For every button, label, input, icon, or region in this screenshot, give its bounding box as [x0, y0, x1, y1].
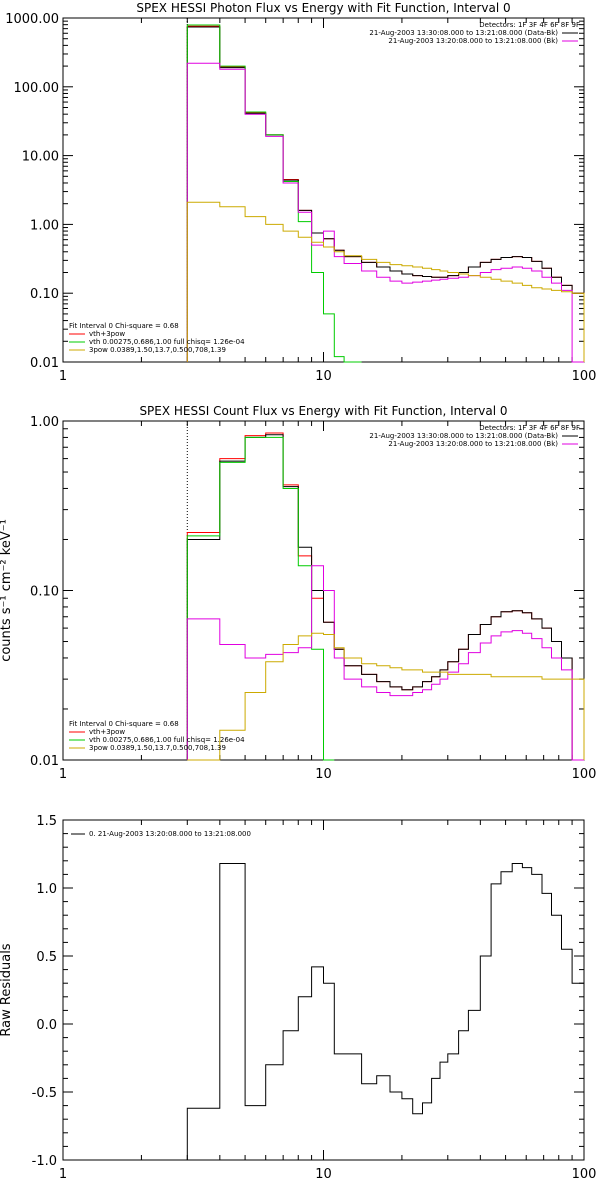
x-tick-label: 1: [59, 369, 67, 384]
y-tick-label: 0.01: [30, 754, 59, 769]
photon-flux-panel: SPEX HESSI Photon Flux vs Energy with Fi…: [5, 1, 596, 384]
y-tick-label: 1.00: [30, 415, 59, 430]
legend-left-entry: 3pow 0.0389,1.50,13.7,0.500,708,1.39: [89, 744, 226, 752]
y-tick-label: 10.00: [22, 150, 59, 165]
y-tick-label: 0.10: [30, 287, 59, 302]
x-tick-label: 100: [572, 767, 597, 782]
y-axis-label: Raw Residuals: [0, 943, 14, 1036]
legend-right-entry: 21-Aug-2003 13:30:08.000 to 13:21:08.000…: [369, 432, 558, 440]
y-tick-label: 1.5: [36, 814, 57, 829]
y-tick-label: 0.0: [36, 1018, 57, 1033]
legend-right-entry: 21-Aug-2003 13:20:08.000 to 13:21:08.000…: [388, 440, 558, 448]
series-line: [187, 632, 585, 761]
y-tick-label: 0.10: [30, 585, 59, 600]
series-line: [186, 24, 362, 363]
count-flux-panel: SPEX HESSI Count Flux vs Energy with Fit…: [0, 404, 596, 782]
legend-left-entry: vth 0.00275,0.686,1.00 full chisq= 1.26e…: [89, 736, 245, 744]
y-tick-label: 1000.00: [5, 12, 59, 27]
x-tick-label: 10: [315, 767, 332, 782]
chart-title: SPEX HESSI Photon Flux vs Energy with Fi…: [136, 1, 510, 15]
y-tick-label: 1.0: [36, 882, 57, 897]
legend-left-entry: vth+3pow: [89, 330, 125, 338]
legend-left-entry: vth 0.00275,0.686,1.00 full chisq= 1.26e…: [89, 338, 245, 346]
series-line: [186, 62, 584, 363]
y-tick-label: 0.5: [36, 950, 57, 965]
y-tick-label: 0.01: [30, 356, 59, 371]
chart-title: SPEX HESSI Count Flux vs Energy with Fit…: [139, 404, 507, 418]
x-tick-label: 100: [572, 369, 597, 384]
series-line: [186, 863, 584, 1160]
x-tick-label: 10: [315, 369, 332, 384]
legend-right-entry: 21-Aug-2003 13:30:08.000 to 13:21:08.000…: [369, 29, 558, 37]
y-tick-label: -1.0: [32, 1154, 57, 1169]
x-tick-label: 1: [59, 1167, 67, 1182]
legend-left-entry: 3pow 0.0389,1.50,13.7,0.500,708,1.39: [89, 346, 226, 354]
series-line: [186, 436, 335, 761]
detectors-label: Detectors: 1F 3F 4F 6F 8F 9F: [479, 424, 580, 432]
series-line: [186, 201, 585, 362]
residuals-panel: 1 10 100 1.5 1.0 0.5 0.0 -0.5 -1.0 Raw Residuals 0…: [0, 814, 596, 1182]
y-tick-label: 100.00: [14, 81, 60, 96]
detectors-label: Detectors: 1F 3F 4F 6F 8F 9F: [479, 21, 580, 29]
legend-left-entry: 0. 21-Aug-2003 13:20:08.000 to 13:21:08.…: [89, 830, 251, 838]
x-tick-label: 100: [572, 1167, 597, 1182]
x-tick-label: 1: [59, 767, 67, 782]
legend-left-entry: vth+3pow: [89, 728, 125, 736]
series-line: [186, 565, 584, 761]
fit-interval-label: Fit Interval 0 Chi-square = 0.68: [69, 322, 179, 330]
x-tick-label: 10: [315, 1167, 332, 1182]
fit-interval-label: Fit Interval 0 Chi-square = 0.68: [69, 720, 179, 728]
legend-right-entry: 21-Aug-2003 13:20:08.000 to 13:21:08.000…: [388, 37, 558, 45]
y-tick-label: 1.00: [30, 218, 59, 233]
y-tick-label: -0.5: [32, 1086, 57, 1101]
y-axis-label: counts s⁻¹ cm⁻² keV⁻¹: [0, 519, 14, 662]
